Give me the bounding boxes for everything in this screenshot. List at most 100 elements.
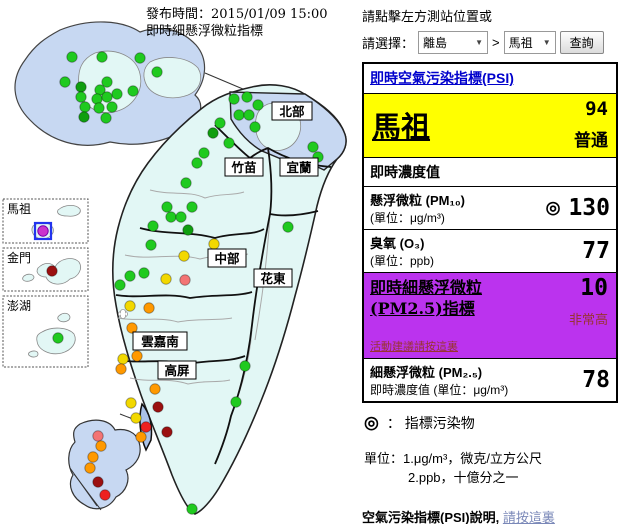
station-dot[interactable]	[143, 302, 155, 314]
region-label-chumiao[interactable]: 竹苗	[224, 157, 264, 177]
station-dot[interactable]	[117, 353, 129, 365]
station-dot[interactable]	[92, 430, 104, 442]
region-label-kaoping[interactable]: 高屏	[157, 360, 197, 380]
station-dot[interactable]	[135, 431, 147, 443]
station-dot[interactable]	[307, 141, 319, 153]
station-dot[interactable]	[93, 102, 105, 114]
activity-advice-link[interactable]: 活動建議請按這裏	[370, 341, 458, 353]
station-name-link[interactable]: 馬祖	[372, 111, 431, 144]
query-button[interactable]: 查詢	[559, 31, 604, 54]
station-dot[interactable]	[140, 421, 152, 433]
station-dot[interactable]	[198, 147, 210, 159]
station-dot[interactable]	[161, 426, 173, 438]
station-dot[interactable]	[101, 91, 113, 103]
psi-title-link[interactable]: 即時空氣污染指標(PSI)	[370, 70, 514, 86]
psi-explanation-footer: 空氣污染指標(PSI)說明, 請按這裏	[362, 507, 618, 524]
penghu-inset-label: 澎湖	[7, 298, 31, 313]
station-dot[interactable]	[87, 451, 99, 463]
svg-text:竹苗: 竹苗	[230, 160, 257, 175]
region-label-yunchianan[interactable]: 雲嘉南	[132, 331, 188, 351]
station-dot[interactable]	[161, 201, 173, 213]
pm10-value: 130	[568, 195, 610, 221]
station-dot[interactable]	[208, 238, 220, 250]
region-label-huadong[interactable]: 花東	[253, 268, 293, 288]
station-dot[interactable]	[134, 52, 146, 64]
station-dot[interactable]	[214, 117, 226, 129]
station-dot[interactable]	[106, 101, 118, 113]
station-dot[interactable]	[241, 91, 253, 103]
station-dot[interactable]	[66, 51, 78, 63]
station-dot[interactable]	[59, 76, 71, 88]
no-data-station-marker[interactable]	[118, 308, 129, 319]
indicator-legend-text: ： 指標污染物	[386, 415, 475, 431]
station-dot[interactable]	[151, 66, 163, 78]
station-dot[interactable]	[282, 221, 294, 233]
ozone-name: 臭氧 (O₃)	[370, 236, 425, 251]
pm25-index-level: 非常高	[568, 312, 608, 327]
station-dot[interactable]	[115, 363, 127, 375]
station-dot[interactable]	[100, 112, 112, 124]
station-dot[interactable]	[160, 273, 172, 285]
pm25-title-line2: (PM2.5)指標	[370, 299, 475, 318]
station-dot[interactable]	[178, 250, 190, 262]
region-select[interactable]: 離島 ▼	[418, 31, 489, 54]
station-dot[interactable]	[182, 224, 194, 236]
psi-explanation-link[interactable]: 請按這裏	[502, 510, 555, 524]
pm25-title-line1: 即時細懸浮微粒	[370, 278, 483, 297]
station-dot[interactable]	[52, 332, 64, 344]
station-dot[interactable]	[79, 101, 91, 113]
station-dot[interactable]	[228, 93, 240, 105]
region-label-yilan[interactable]: 宜蘭	[279, 157, 319, 177]
station-dot[interactable]	[95, 440, 107, 452]
station-dot[interactable]	[84, 462, 96, 474]
station-dot[interactable]	[125, 397, 137, 409]
station-dot[interactable]	[111, 88, 123, 100]
station-dot[interactable]	[92, 476, 104, 488]
station-dot[interactable]	[180, 177, 192, 189]
station-dot[interactable]	[114, 279, 126, 291]
station-dot[interactable]	[179, 274, 191, 286]
svg-text:雲嘉南: 雲嘉南	[141, 334, 179, 349]
region-label-central[interactable]: 中部	[207, 248, 247, 268]
station-dot[interactable]	[124, 270, 136, 282]
station-dot[interactable]	[149, 383, 161, 395]
pm25-index-link[interactable]: 即時細懸浮微粒 (PM2.5)指標	[370, 277, 482, 319]
pm25-index-value: 10	[580, 275, 608, 301]
region-labels: 北部 竹苗 宜蘭 中部 花東	[132, 101, 319, 380]
station-select[interactable]: 馬祖 ▼	[503, 31, 556, 54]
station-dot[interactable]	[101, 76, 113, 88]
station-dot[interactable]	[249, 121, 261, 133]
region-label-north[interactable]: 北部	[271, 101, 313, 121]
station-dot[interactable]	[99, 489, 111, 501]
station-dot[interactable]	[175, 211, 187, 223]
station-dot[interactable]	[252, 99, 264, 111]
station-dot[interactable]	[130, 412, 142, 424]
station-dot[interactable]	[239, 360, 251, 372]
station-dot[interactable]	[223, 137, 235, 149]
station-dot[interactable]	[191, 157, 203, 169]
station-dot[interactable]	[152, 401, 164, 413]
station-dot[interactable]	[96, 51, 108, 63]
station-dot[interactable]	[186, 201, 198, 213]
station-dot[interactable]	[126, 322, 138, 334]
station-dot[interactable]	[233, 109, 245, 121]
station-dot[interactable]	[138, 267, 150, 279]
station-dot[interactable]	[46, 265, 58, 277]
station-dot[interactable]	[165, 211, 177, 223]
map-subtitle: 即時細懸浮微粒指標	[146, 24, 264, 39]
station-dot[interactable]	[124, 300, 136, 312]
station-dot[interactable]	[127, 85, 139, 97]
publish-time: 發布時間：2015/01/09 15:00	[146, 7, 328, 22]
station-dot[interactable]	[230, 396, 242, 408]
station-dot[interactable]	[131, 350, 143, 362]
station-dot[interactable]	[186, 503, 198, 515]
station-dot[interactable]	[147, 220, 159, 232]
station-dot[interactable]	[145, 239, 157, 251]
station-dot[interactable]	[243, 109, 255, 121]
selected-station-marker[interactable]	[33, 221, 53, 241]
station-dot[interactable]	[207, 127, 219, 139]
station-dot[interactable]	[78, 111, 90, 123]
station-dot[interactable]	[75, 91, 87, 103]
svg-text:北部: 北部	[279, 104, 305, 119]
station-dot[interactable]	[75, 81, 87, 93]
